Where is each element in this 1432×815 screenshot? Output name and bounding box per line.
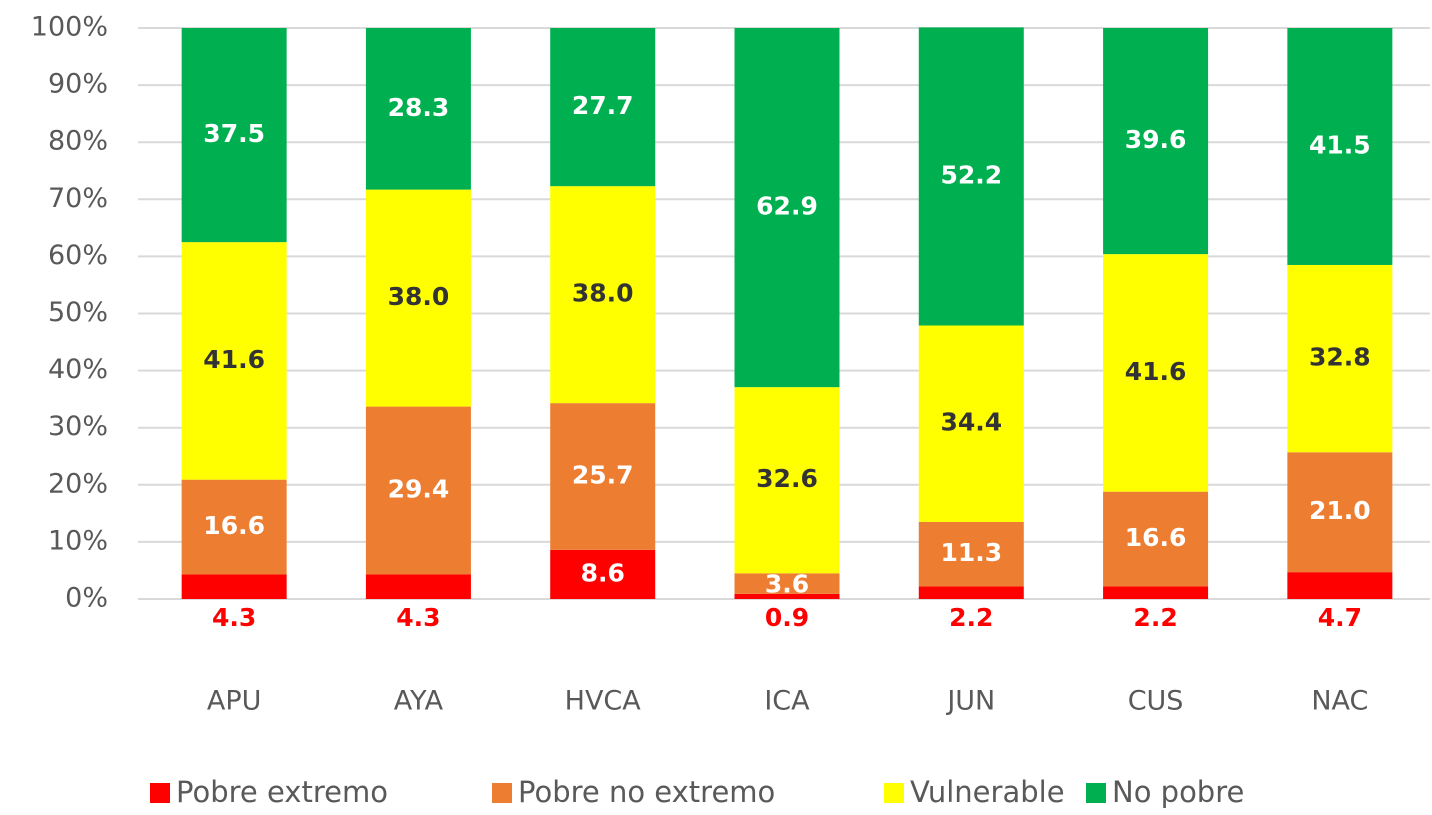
data-label: 41.5 (1309, 130, 1371, 159)
bar-segment (1103, 491, 1209, 587)
data-label: 11.3 (940, 538, 1002, 567)
bar-segment (918, 27, 1024, 326)
bar-segment (181, 28, 287, 243)
y-tick-label: 90% (48, 69, 108, 100)
bar-segment (918, 586, 1024, 599)
data-label: 28.3 (388, 93, 450, 122)
data-label: 4.3 (212, 603, 256, 632)
legend-swatch (492, 783, 512, 803)
data-label: 0.9 (765, 603, 809, 632)
y-tick-label: 20% (48, 468, 108, 499)
data-label: 34.4 (940, 408, 1002, 437)
y-tick-label: 70% (48, 183, 108, 214)
data-label: 37.5 (203, 119, 265, 148)
legend-swatch (1086, 783, 1106, 803)
data-label: 16.6 (1125, 523, 1187, 552)
bar-segment (550, 186, 656, 404)
y-tick-label: 0% (65, 583, 108, 614)
bar-segment (181, 574, 287, 599)
data-label: 38.0 (572, 279, 634, 308)
data-label: 62.9 (756, 192, 818, 221)
bar-segment (1287, 264, 1393, 453)
x-tick-label: CUS (1128, 686, 1184, 717)
data-label: 4.7 (1318, 603, 1362, 632)
bar-segment (365, 28, 471, 190)
x-tick-label: NAC (1311, 686, 1368, 717)
data-label: 32.6 (756, 464, 818, 493)
data-label: 32.8 (1309, 343, 1371, 372)
data-label: 38.0 (388, 282, 450, 311)
legend-label: Pobre extremo (176, 775, 388, 809)
legend-label: Pobre no extremo (518, 775, 775, 809)
legend-label: No pobre (1112, 775, 1244, 809)
bar-segment (1287, 452, 1393, 573)
x-tick-label: HVCA (565, 686, 642, 717)
data-label: 21.0 (1309, 496, 1371, 525)
bar-segment (1103, 254, 1209, 492)
data-label: 8.6 (581, 558, 625, 587)
x-tick-label: ICA (764, 686, 810, 717)
data-label: 2.2 (1133, 603, 1177, 632)
data-label: 52.2 (940, 160, 1002, 189)
data-label: 27.7 (572, 91, 634, 120)
y-tick-label: 60% (48, 240, 108, 271)
y-tick-label: 10% (48, 525, 108, 556)
y-tick-label: 50% (48, 297, 108, 328)
bar-segment (918, 521, 1024, 587)
bar-segment (734, 573, 840, 594)
bar-segment (918, 325, 1024, 522)
data-label: 3.6 (765, 569, 809, 598)
bar-segment (550, 549, 656, 599)
data-label: 25.7 (572, 461, 634, 490)
data-label: 41.6 (203, 345, 265, 374)
y-tick-label: 100% (31, 12, 108, 43)
bar-segment (181, 479, 287, 575)
bar-segment (550, 403, 656, 550)
data-label: 41.6 (1125, 357, 1187, 386)
x-tick-label: APU (207, 686, 262, 717)
bar-segment (1287, 28, 1393, 265)
x-tick-label: JUN (945, 686, 995, 717)
bar-segment (734, 593, 840, 599)
bar-segment (1103, 586, 1209, 599)
y-tick-label: 40% (48, 354, 108, 385)
y-tick-label: 30% (48, 411, 108, 442)
data-label: 2.2 (949, 603, 993, 632)
bar-segment (550, 28, 656, 187)
data-label: 29.4 (388, 475, 450, 504)
bar-segment (734, 387, 840, 574)
bar-segment (1103, 28, 1209, 255)
bar-segment (181, 242, 287, 480)
data-label: 4.3 (396, 603, 440, 632)
bar-segment (1287, 572, 1393, 599)
legend-swatch (150, 783, 170, 803)
data-label: 16.6 (203, 511, 265, 540)
bar-segment (365, 406, 471, 575)
legend-swatch (884, 783, 904, 803)
bar-segment (365, 574, 471, 599)
bar-segment (734, 28, 840, 388)
y-tick-label: 80% (48, 126, 108, 157)
legend-label: Vulnerable (910, 775, 1065, 809)
data-label: 39.6 (1125, 125, 1187, 154)
x-tick-label: AYA (394, 686, 444, 717)
bar-segment (365, 189, 471, 407)
